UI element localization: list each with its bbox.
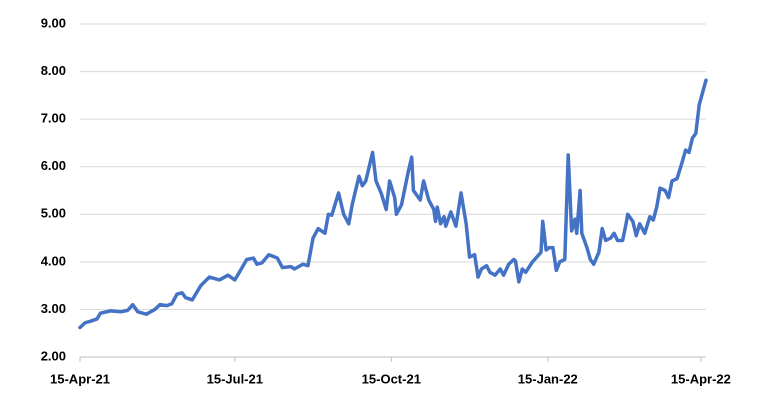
y-tick-label: 5.00 xyxy=(41,206,66,221)
y-tick-label: 6.00 xyxy=(41,158,66,173)
y-tick-label: 8.00 xyxy=(41,63,66,78)
x-tick-label: 15-Jul-21 xyxy=(207,371,263,386)
y-tick-label: 7.00 xyxy=(41,111,66,126)
series-line xyxy=(78,78,708,330)
x-tick-label: 15-Jan-22 xyxy=(518,371,578,386)
y-tick-label: 2.00 xyxy=(41,348,66,363)
x-tick-label: 15-Oct-21 xyxy=(362,371,421,386)
y-tick-label: 9.00 xyxy=(41,15,66,30)
x-tick-label: 15-Apr-22 xyxy=(671,371,731,386)
y-tick-label: 4.00 xyxy=(41,253,66,268)
x-tick-label: 15-Apr-21 xyxy=(50,371,110,386)
y-tick-label: 3.00 xyxy=(41,301,66,316)
